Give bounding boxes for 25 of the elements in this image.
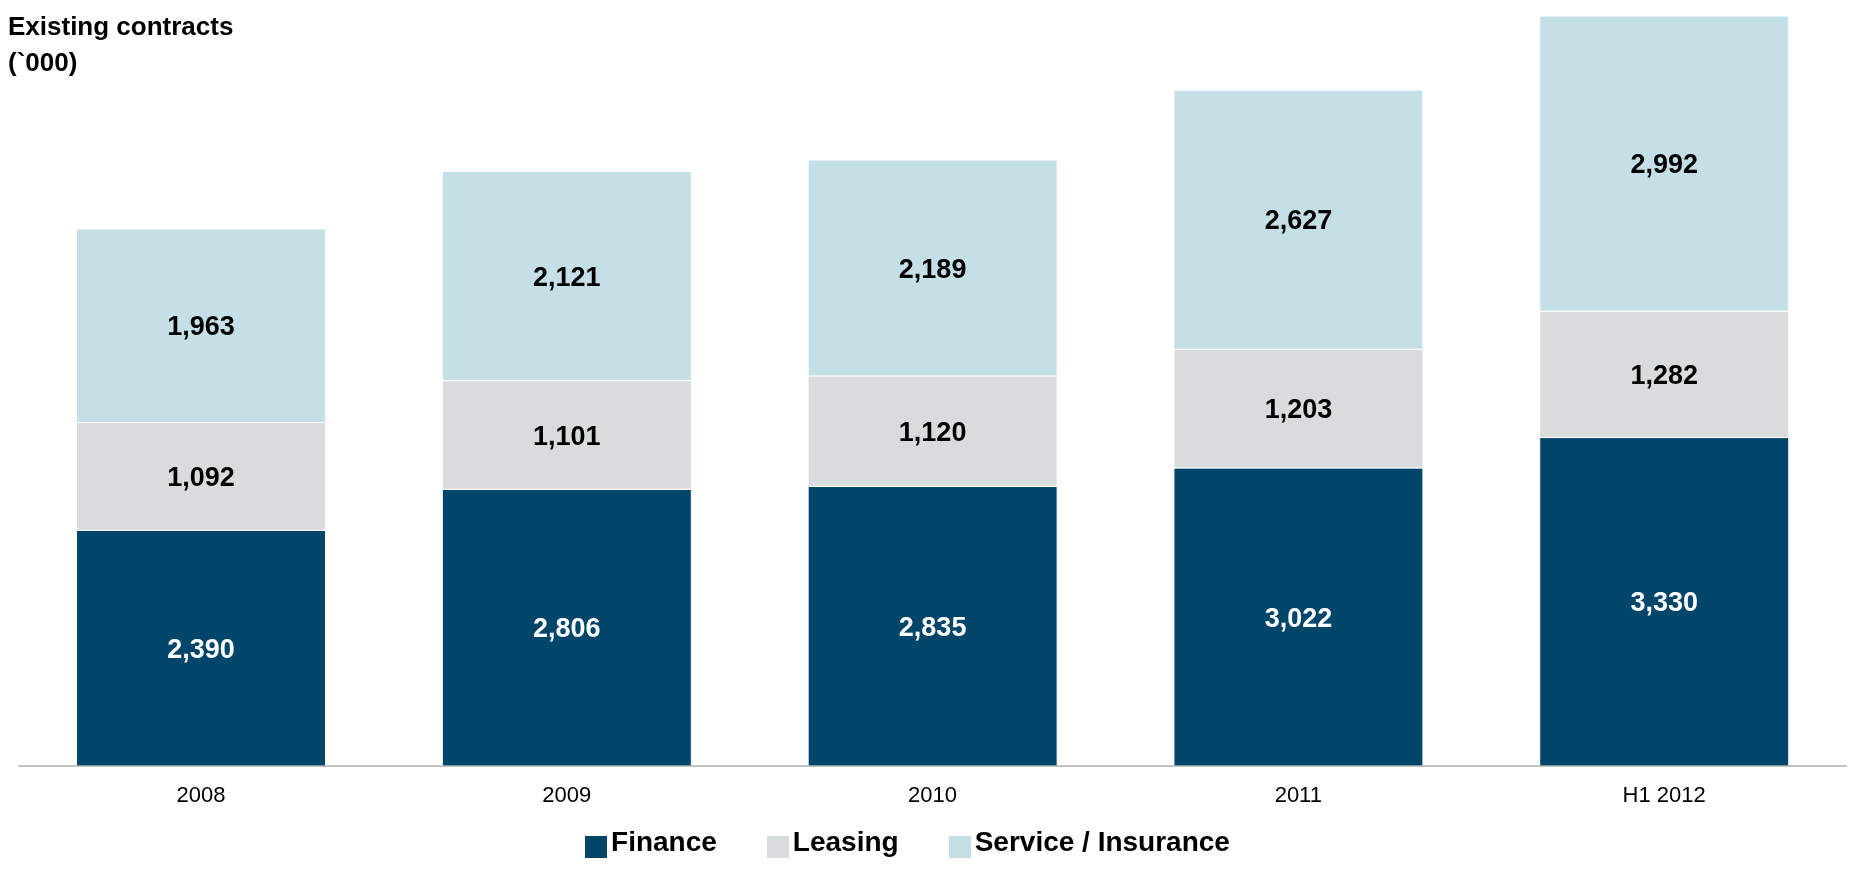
x-tick-label: 2010 <box>908 781 957 807</box>
x-tick-label: H1 2012 <box>1622 781 1706 807</box>
text: (`000) <box>8 46 79 79</box>
data-label: 2,835 <box>898 611 967 642</box>
data-label: 1,120 <box>898 416 967 447</box>
legend-label: Finance <box>611 826 717 857</box>
data-label: 1,963 <box>167 311 235 342</box>
data-label: 1,203 <box>1264 394 1333 425</box>
data-label: 1,092 <box>167 462 235 492</box>
data-label: 2,627 <box>1264 205 1333 236</box>
data-label: 2,992 <box>1630 149 1699 180</box>
data-label: 2,390 <box>167 633 235 664</box>
x-tick-label: 2011 <box>1274 781 1322 807</box>
x-tick-label: 2008 <box>176 781 226 807</box>
legend-label: Leasing <box>792 826 899 857</box>
data-label: 1,101 <box>533 420 601 451</box>
data-label: 2,806 <box>533 613 601 644</box>
data-label: 2,189 <box>898 253 967 284</box>
data-label: 2,121 <box>533 261 601 292</box>
data-label: 3,022 <box>1264 602 1333 633</box>
data-label: 3,330 <box>1630 587 1699 618</box>
data-label: 1,282 <box>1630 359 1699 390</box>
chart-title: Existing contracts <box>8 10 234 43</box>
x-tick-label: 2009 <box>542 781 592 807</box>
legend-label: Service / Insurance <box>974 826 1230 857</box>
